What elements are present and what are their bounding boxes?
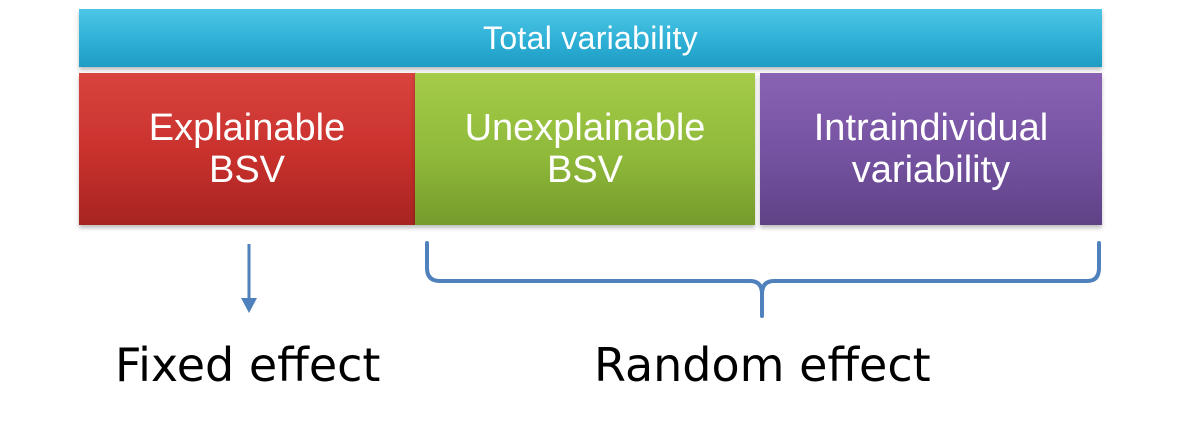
explainable-bsv-label-line1: Explainable (148, 107, 346, 149)
unexplainable-bsv-label-line2: BSV (546, 149, 624, 191)
intraindividual-variability-label-line1: Intraindividual (813, 107, 1049, 149)
unexplainable-bsv-label-line1: Unexplainable (464, 107, 706, 149)
total-variability-label: Total variability (483, 19, 698, 56)
unexplainable-bsv-block: Unexplainable BSV (415, 73, 755, 225)
total-variability-bar: Total variability (79, 9, 1102, 67)
explainable-bsv-label-line2: BSV (208, 149, 286, 191)
intraindividual-variability-label-line2: variability (851, 149, 1011, 191)
explainable-bsv-block: Explainable BSV (79, 73, 415, 225)
curly-brace-icon (425, 241, 1101, 318)
random-effect-label: Random effect (594, 338, 931, 392)
fixed-effect-label: Fixed effect (115, 338, 381, 392)
down-arrow-icon (241, 244, 257, 313)
intraindividual-variability-block: Intraindividual variability (760, 73, 1102, 225)
